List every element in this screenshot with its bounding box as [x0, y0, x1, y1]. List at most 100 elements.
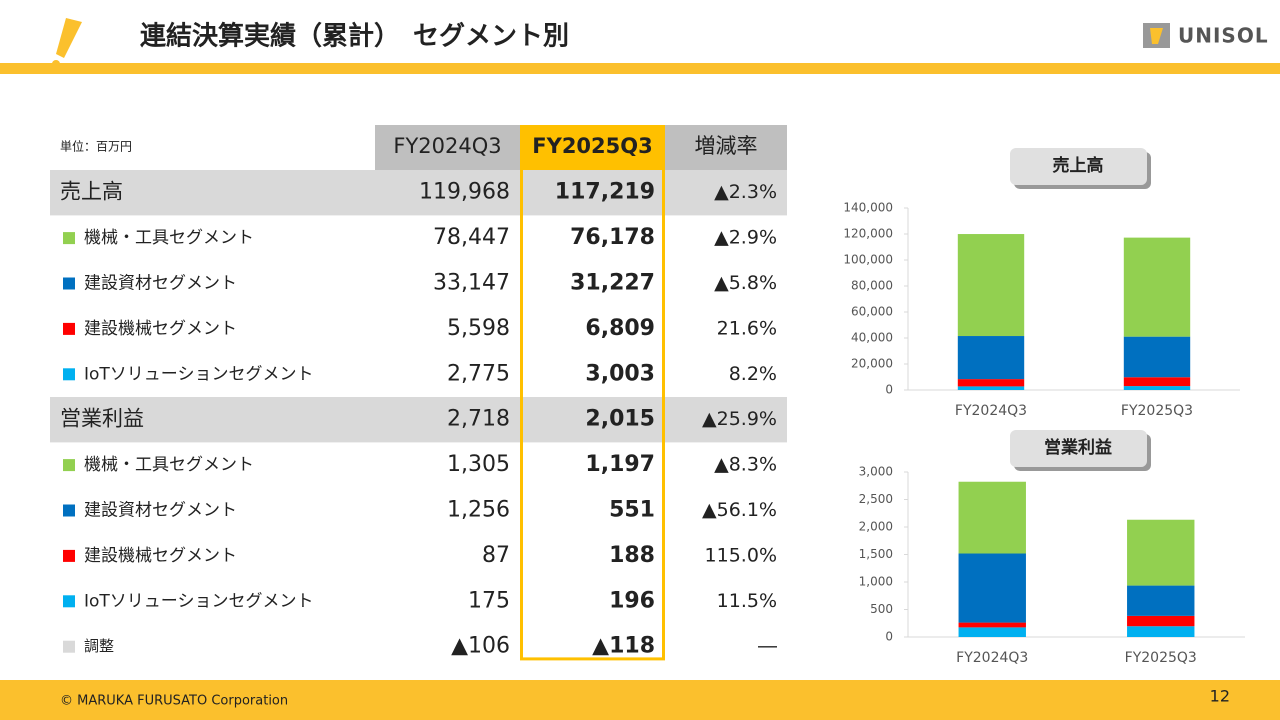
bar-segment: [957, 379, 1025, 387]
y-tick-label: 80,000: [851, 279, 893, 293]
bar-segment: [958, 553, 1026, 623]
cell: 119,968: [419, 180, 510, 205]
cell: 76,178: [570, 225, 655, 250]
row-marker: [63, 322, 75, 335]
x-tick-label: FY2025Q3: [1121, 403, 1193, 419]
y-tick-label: 120,000: [843, 227, 893, 241]
unit-label: 単位：百万円: [60, 139, 132, 154]
cell: 8.2%: [729, 363, 777, 385]
row-label: 建設機械セグメント: [84, 319, 237, 339]
logo-text: UNISOL: [1178, 24, 1269, 48]
row-marker: [63, 640, 75, 653]
x-tick-label: FY2024Q3: [956, 650, 1028, 666]
x-tick-label: FY2024Q3: [955, 403, 1027, 419]
bar-segment: [1127, 519, 1195, 586]
header-rule: [0, 63, 1280, 74]
logo-glyph: [1150, 28, 1163, 44]
cell: 11.5%: [717, 590, 777, 612]
copyright: © MARUKA FURUSATO Corporation: [60, 694, 288, 709]
y-tick-label: 20,000: [851, 357, 893, 371]
header-cell: [665, 125, 787, 170]
y-tick-label: 2,000: [859, 520, 893, 534]
bar-segment: [958, 622, 1026, 628]
row-label: 機械・工具セグメント: [84, 455, 254, 475]
cell: ▲8.3%: [714, 454, 777, 476]
column-header: FY2025Q3: [532, 134, 652, 158]
row-label: 調整: [84, 637, 114, 655]
cell: ▲2.3%: [714, 181, 777, 203]
cell: 1,256: [447, 498, 510, 523]
row-label: 営業利益: [60, 407, 144, 431]
y-tick-label: 60,000: [851, 305, 893, 319]
header-cell: [375, 125, 520, 170]
cell: 175: [468, 588, 510, 613]
cell: 115.0%: [705, 544, 777, 566]
cell: ▲56.1%: [702, 499, 777, 521]
cell: 2,718: [447, 407, 510, 432]
x-tick-label: FY2025Q3: [1125, 650, 1197, 666]
cell: 78,447: [433, 225, 510, 250]
chart-title: 営業利益: [1044, 437, 1112, 458]
chart-title-box: [1010, 148, 1147, 185]
cell: 6,809: [585, 316, 655, 341]
cell: ▲25.9%: [702, 408, 777, 430]
bar-segment: [1123, 386, 1191, 390]
page-number: 12: [1210, 687, 1230, 706]
column-header: 増減率: [695, 134, 758, 158]
row-marker: [63, 277, 75, 290]
row-label: 建設資材セグメント: [84, 274, 237, 294]
cell: 1,305: [447, 452, 510, 477]
row-marker: [63, 459, 75, 472]
bar-segment: [1123, 336, 1191, 378]
row-marker: [63, 368, 75, 381]
y-tick-label: 1,000: [859, 575, 893, 589]
row-marker: [63, 232, 75, 245]
row-shade: [50, 397, 787, 443]
bar-segment: [957, 336, 1025, 380]
cell: 3,003: [585, 361, 655, 386]
y-tick-label: 40,000: [851, 331, 893, 345]
header-cell: [520, 125, 665, 170]
y-tick-label: 0: [885, 383, 893, 397]
y-tick-label: 1,500: [859, 547, 893, 561]
cell: ▲118: [592, 634, 655, 659]
y-tick-label: 500: [870, 602, 893, 616]
cell: 196: [609, 588, 655, 613]
chart-title: 売上高: [1053, 155, 1104, 176]
bar-segment: [957, 234, 1025, 337]
bar-segment: [1123, 377, 1191, 387]
bar-segment: [957, 386, 1025, 390]
row-marker: [63, 549, 75, 562]
cell: 2,015: [585, 407, 655, 432]
cell: 117,219: [555, 180, 655, 205]
cell: ▲5.8%: [714, 272, 777, 294]
chart-title-box: [1010, 430, 1147, 467]
cell: 21.6%: [717, 317, 777, 339]
cell: 5,598: [447, 316, 510, 341]
highlight-frame: [520, 125, 665, 661]
page-title: 連結決算実績（累計） セグメント別: [140, 21, 569, 52]
y-tick-label: 3,000: [859, 465, 893, 479]
cell: 551: [609, 498, 655, 523]
bar-segment: [958, 627, 1026, 637]
bar-segment: [1123, 237, 1191, 337]
y-tick-label: 100,000: [843, 253, 893, 267]
row-label: 売上高: [60, 180, 123, 204]
row-label: 建設資材セグメント: [84, 501, 237, 521]
row-label: IoTソリューションセグメント: [84, 364, 313, 384]
cell: ▲2.9%: [714, 227, 777, 249]
row-label: IoTソリューションセグメント: [84, 591, 313, 611]
cell: 33,147: [433, 271, 510, 296]
pencil-icon: [52, 18, 82, 68]
cell: 1,197: [585, 452, 655, 477]
bar-segment: [1127, 615, 1195, 627]
column-header: FY2024Q3: [393, 134, 501, 158]
charts: 売上高 0 20,000 40,000 60,000 80,000 100,000 120,0…: [843, 148, 1245, 666]
cell: 31,227: [570, 271, 655, 296]
cell: 2,775: [447, 361, 510, 386]
cell: ▲106: [451, 634, 510, 659]
row-marker: [63, 595, 75, 608]
